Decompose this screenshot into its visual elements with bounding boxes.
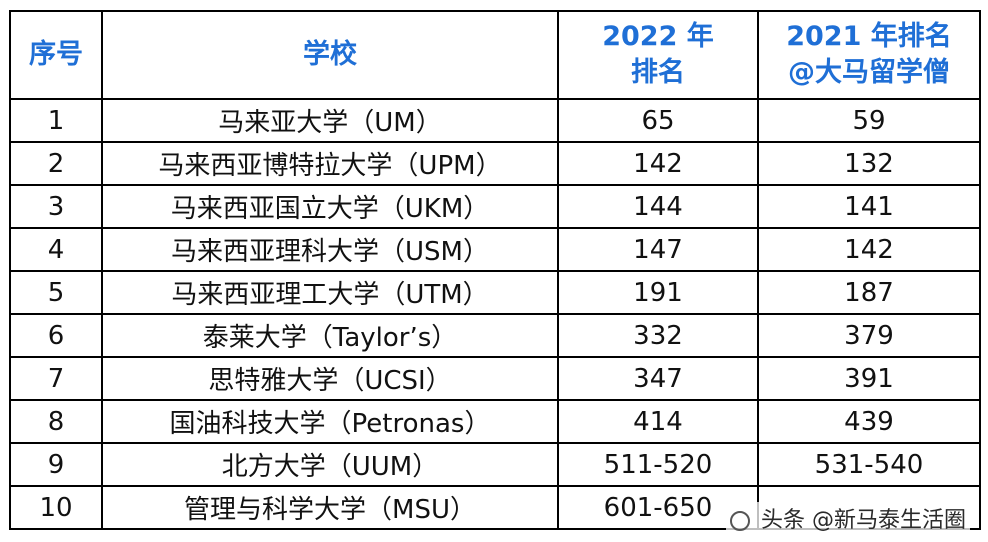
- cell-no: 4: [9, 227, 103, 272]
- cell-no: 5: [9, 270, 103, 315]
- header-rank-2022-line2: 排名: [631, 57, 685, 88]
- table-row: 4 马来西亚理科大学（USM） 147 142: [9, 227, 981, 272]
- cell-no: 7: [9, 356, 103, 401]
- cell-rank-2022: 332: [557, 313, 759, 358]
- table-row: 8 国油科技大学（Petronas） 414 439: [9, 399, 981, 444]
- cell-no: 1: [9, 98, 103, 143]
- cell-rank-2022: 191: [557, 270, 759, 315]
- cell-rank-2022: 347: [557, 356, 759, 401]
- cell-rank-2021: 142: [757, 227, 981, 272]
- cell-school: 北方大学（UUM）: [101, 442, 559, 487]
- cell-rank-2022: 142: [557, 141, 759, 186]
- header-school: 学校: [101, 10, 559, 100]
- cell-school: 马来西亚博特拉大学（UPM）: [101, 141, 559, 186]
- cell-rank-2022: 511-520: [557, 442, 759, 487]
- cell-rank-2021: 379: [757, 313, 981, 358]
- cell-rank-2022: 144: [557, 184, 759, 229]
- cell-no: 2: [9, 141, 103, 186]
- table-row: 3 马来西亚国立大学（UKM） 144 141: [9, 184, 981, 229]
- cell-rank-2022: 65: [557, 98, 759, 143]
- watermark: 头条 @新马泰生活圈: [726, 502, 970, 534]
- header-rank-2021-line2: @大马留学僧: [788, 57, 950, 88]
- cell-no: 9: [9, 442, 103, 487]
- cell-no: 10: [9, 485, 103, 530]
- table-row: 5 马来西亚理工大学（UTM） 191 187: [9, 270, 981, 315]
- table-row: 2 马来西亚博特拉大学（UPM） 142 132: [9, 141, 981, 186]
- table-row: 1 马来亚大学（UM） 65 59: [9, 98, 981, 143]
- cell-no: 6: [9, 313, 103, 358]
- table-row: 9 北方大学（UUM） 511-520 531-540: [9, 442, 981, 487]
- cell-school: 马来西亚理科大学（USM）: [101, 227, 559, 272]
- watermark-logo-icon: [730, 511, 750, 531]
- cell-rank-2021: 132: [757, 141, 981, 186]
- cell-school: 马来亚大学（UM）: [101, 98, 559, 143]
- cell-rank-2022: 147: [557, 227, 759, 272]
- cell-school: 马来西亚理工大学（UTM）: [101, 270, 559, 315]
- header-rank-2022-line1: 2022 年: [602, 21, 714, 52]
- cell-school: 思特雅大学（UCSI）: [101, 356, 559, 401]
- cell-rank-2021: 531-540: [757, 442, 981, 487]
- cell-no: 3: [9, 184, 103, 229]
- cell-school: 国油科技大学（Petronas）: [101, 399, 559, 444]
- header-rank-2021-line1: 2021 年排名: [786, 21, 952, 52]
- cell-rank-2021: 59: [757, 98, 981, 143]
- cell-rank-2021: 439: [757, 399, 981, 444]
- cell-rank-2021: 141: [757, 184, 981, 229]
- cell-no: 8: [9, 399, 103, 444]
- cell-rank-2021: 187: [757, 270, 981, 315]
- cell-school: 泰莱大学（Taylor’s）: [101, 313, 559, 358]
- table-row: 6 泰莱大学（Taylor’s） 332 379: [9, 313, 981, 358]
- ranking-table: 序号 学校 2022 年 排名 2021 年排名 @大马留学僧 1 马来亚大学（…: [9, 10, 981, 530]
- header-row: 序号 学校 2022 年 排名 2021 年排名 @大马留学僧: [9, 10, 981, 100]
- cell-rank-2021: 391: [757, 356, 981, 401]
- table-row: 7 思特雅大学（UCSI） 347 391: [9, 356, 981, 401]
- cell-rank-2022: 601-650: [557, 485, 759, 530]
- cell-school: 管理与科学大学（MSU）: [101, 485, 559, 530]
- ranking-table-container: 序号 学校 2022 年 排名 2021 年排名 @大马留学僧 1 马来亚大学（…: [9, 10, 981, 530]
- cell-school: 马来西亚国立大学（UKM）: [101, 184, 559, 229]
- header-rank-no: 序号: [9, 10, 103, 100]
- header-rank-2021: 2021 年排名 @大马留学僧: [757, 10, 981, 100]
- watermark-text: 头条 @新马泰生活圈: [761, 508, 966, 533]
- header-rank-2022: 2022 年 排名: [557, 10, 759, 100]
- cell-rank-2022: 414: [557, 399, 759, 444]
